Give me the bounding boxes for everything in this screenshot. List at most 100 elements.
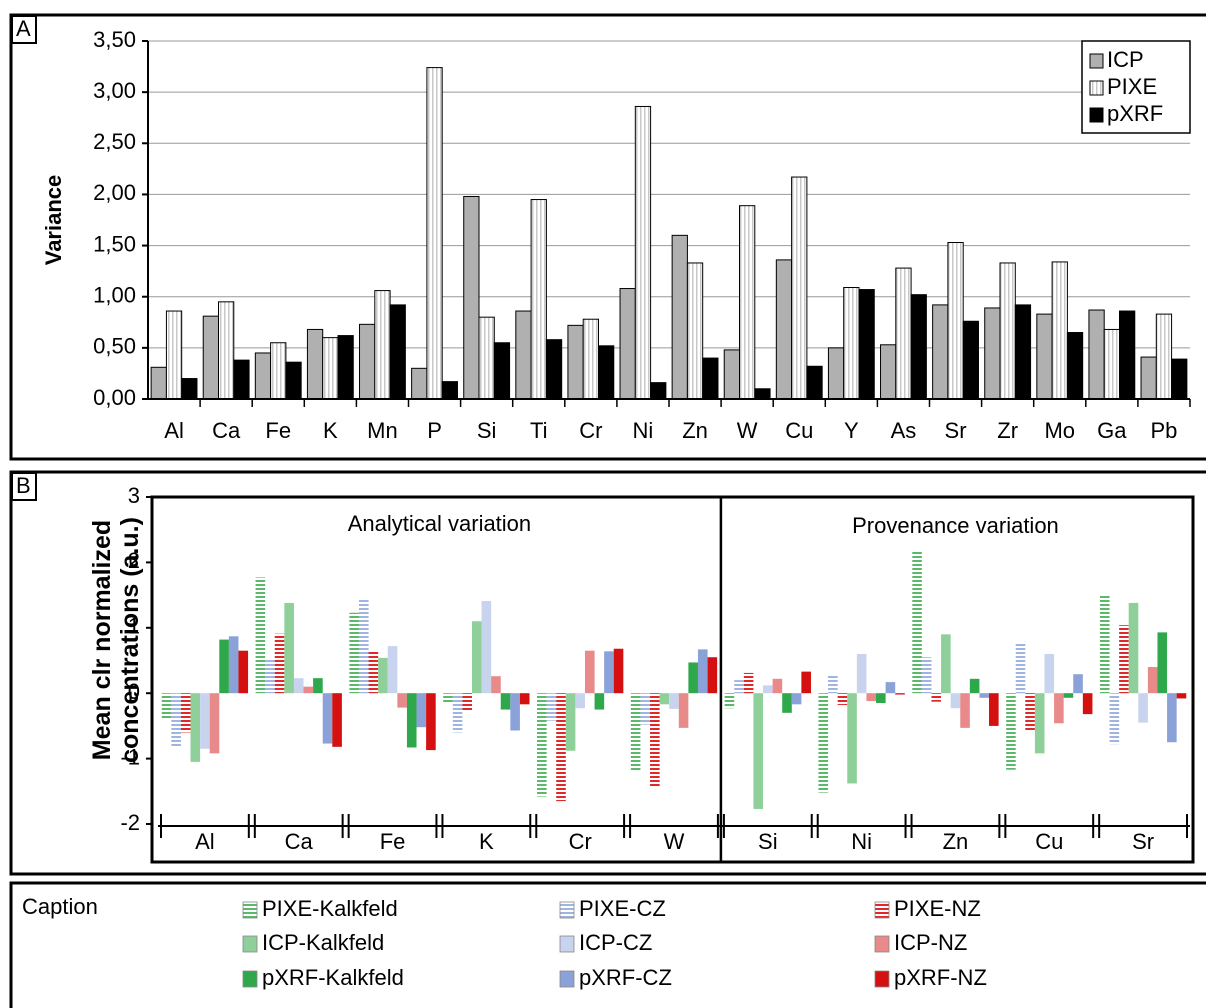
- bar: [387, 646, 398, 694]
- bar: [960, 693, 970, 728]
- bar: [818, 693, 829, 793]
- bar: [530, 199, 547, 400]
- bar: [332, 693, 342, 747]
- legend-swatch: [242, 970, 258, 988]
- bar: [378, 657, 388, 694]
- bar: [313, 678, 323, 694]
- x-tick-label: K: [323, 418, 338, 443]
- bar: [306, 328, 324, 400]
- x-tick-label: Al: [195, 829, 215, 854]
- legend-swatch: [874, 901, 890, 919]
- bar: [1063, 693, 1074, 698]
- y-tick-label: 2,00: [93, 180, 136, 205]
- bar: [478, 316, 495, 400]
- bar: [359, 323, 376, 400]
- x-tick-label: Cu: [1035, 829, 1063, 854]
- x-tick-label: Cu: [785, 418, 813, 443]
- panel-label: B: [16, 473, 31, 498]
- bar: [406, 693, 417, 748]
- x-tick-label: K: [479, 829, 494, 854]
- x-tick-label: Si: [477, 418, 497, 443]
- bar: [238, 650, 249, 694]
- bar: [754, 388, 771, 400]
- bar: [293, 678, 304, 694]
- x-tick-label: Si: [758, 829, 778, 854]
- bar: [285, 361, 302, 400]
- bar: [782, 693, 792, 713]
- bar: [443, 693, 453, 704]
- bar: [411, 367, 428, 400]
- panel-a-frame: [9, 13, 1206, 461]
- bar: [1147, 667, 1158, 694]
- panel-b-frame: [9, 470, 1206, 876]
- bar: [161, 693, 172, 719]
- bar: [895, 267, 912, 400]
- bar: [847, 693, 857, 784]
- bar: [1044, 653, 1055, 694]
- legend-swatch: [242, 901, 258, 919]
- bar: [650, 382, 667, 400]
- y-tick-label: 0,50: [93, 334, 136, 359]
- bar: [322, 693, 333, 744]
- bar: [921, 657, 932, 694]
- bar: [515, 310, 532, 400]
- bar: [491, 676, 501, 694]
- bar: [962, 320, 979, 400]
- bar: [791, 693, 802, 705]
- legend-swatch: [1089, 80, 1104, 96]
- bar: [1006, 693, 1016, 770]
- bar: [678, 693, 689, 728]
- bar: [828, 675, 838, 694]
- bar: [1034, 693, 1045, 754]
- legend-label: PIXE-Kalkfeld: [262, 896, 398, 921]
- bar: [912, 551, 922, 694]
- bar: [707, 657, 718, 694]
- bar: [565, 693, 576, 751]
- bar: [254, 352, 272, 400]
- bar: [1118, 310, 1136, 400]
- bar: [640, 693, 651, 725]
- bar: [634, 105, 652, 400]
- bar: [368, 650, 379, 694]
- y-tick-label: 1: [128, 614, 140, 639]
- bar: [463, 195, 480, 400]
- x-tick-label: Ni: [851, 829, 872, 854]
- bar: [303, 686, 314, 694]
- bar: [837, 693, 848, 705]
- x-tick-label: Fe: [265, 418, 291, 443]
- y-tick-label: -1: [120, 744, 140, 769]
- x-tick-label: Sr: [945, 418, 967, 443]
- x-tick-label: Cr: [579, 418, 602, 443]
- bar: [1015, 642, 1026, 694]
- bar: [739, 205, 756, 400]
- bar: [743, 672, 754, 694]
- bar: [150, 366, 167, 400]
- bar: [724, 693, 735, 709]
- y-tick-label: 3,00: [93, 78, 136, 103]
- legend-swatch: [1089, 107, 1104, 123]
- bar: [1051, 261, 1068, 400]
- bar: [1082, 693, 1093, 715]
- x-tick-label: P: [427, 418, 442, 443]
- y-axis-label: Mean clr normalized concentrations (a.u.…: [88, 517, 144, 763]
- caption-frame: [9, 881, 1206, 1008]
- bar: [669, 693, 679, 709]
- x-tick-label: Ga: [1097, 418, 1127, 443]
- legend-label: ICP: [1107, 47, 1144, 72]
- bar: [1140, 356, 1157, 400]
- bar: [671, 234, 688, 400]
- bar: [594, 693, 605, 710]
- legend-label: PIXE: [1107, 74, 1157, 99]
- bar: [1073, 674, 1083, 694]
- bar: [989, 693, 999, 726]
- x-tick-label: As: [891, 418, 917, 443]
- bar: [791, 176, 808, 400]
- bar: [190, 693, 201, 762]
- bar: [697, 649, 708, 694]
- bar: [650, 693, 660, 789]
- legend-swatch: [874, 935, 890, 953]
- legend-label: pXRF-NZ: [894, 965, 987, 990]
- bar: [1014, 304, 1032, 400]
- bar: [619, 288, 636, 400]
- y-tick-label: 3: [128, 483, 140, 508]
